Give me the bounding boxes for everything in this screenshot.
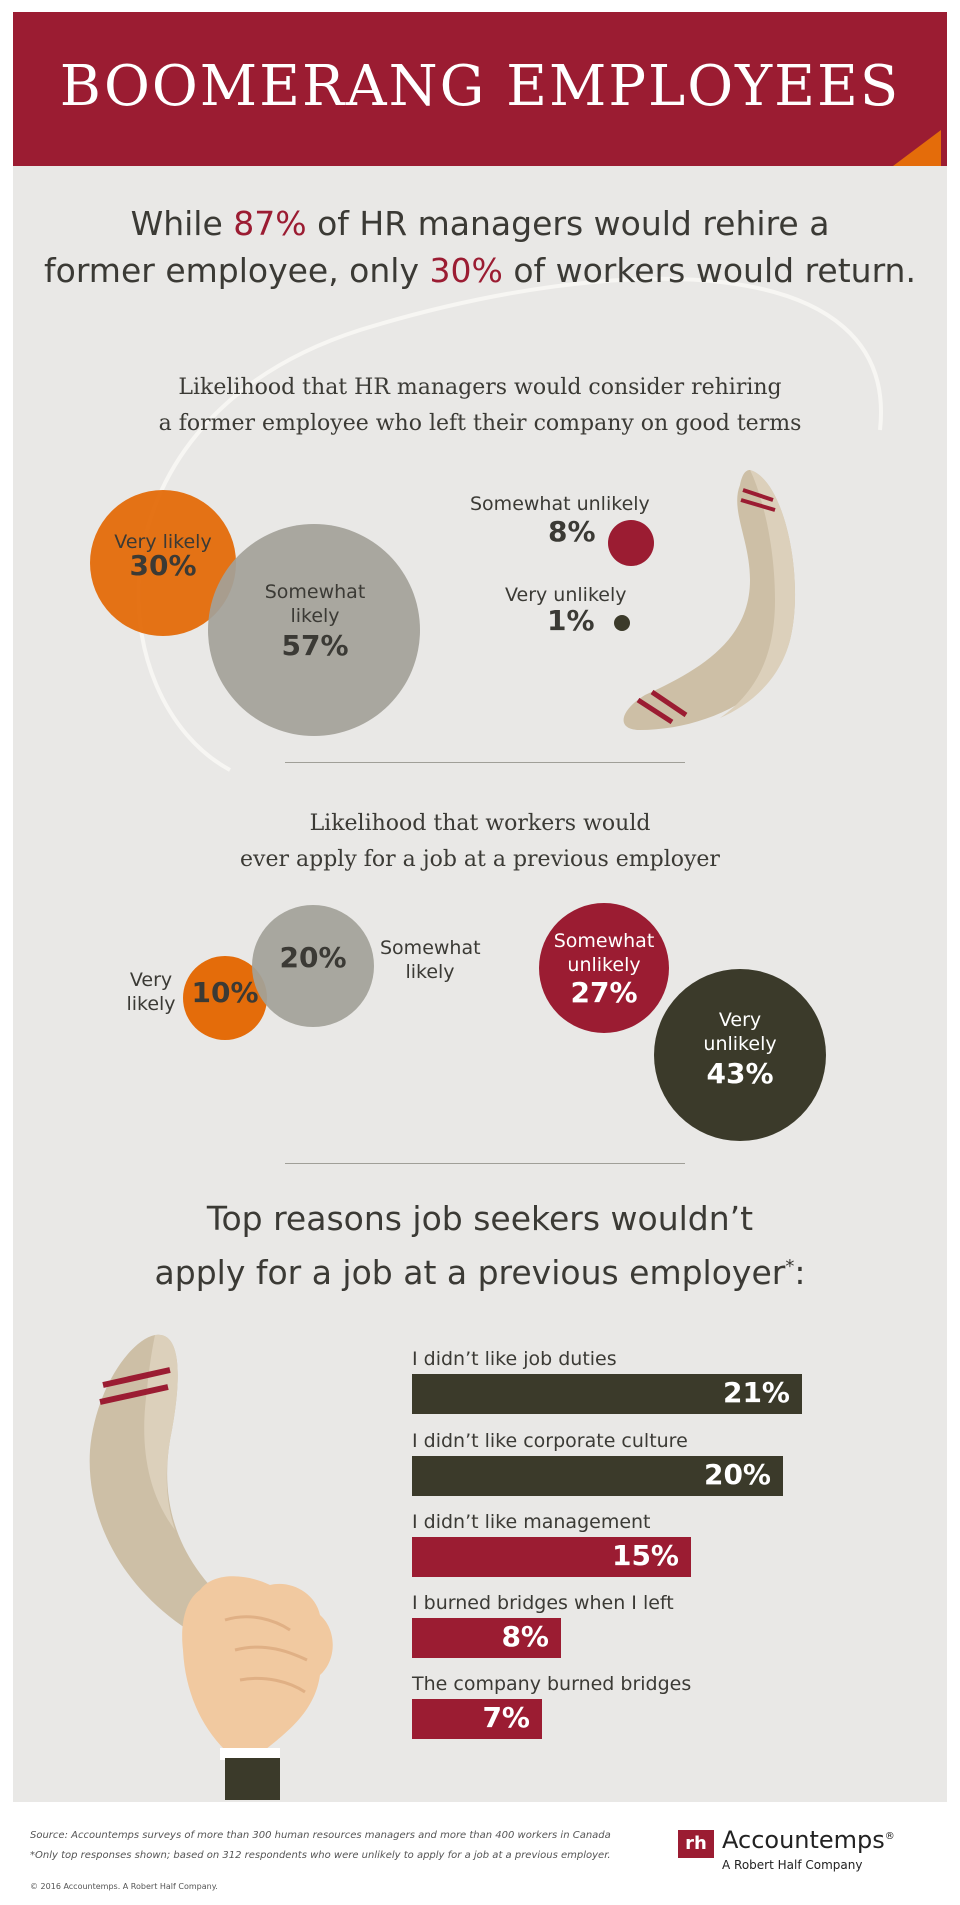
- reasons-title-line-2: apply for a job at a previous employer*:: [60, 1243, 900, 1297]
- reason-label-corporate-culture: I didn’t like corporate culture: [412, 1430, 688, 1452]
- bar-value-corporate-culture: 20%: [703, 1458, 771, 1491]
- worker-bubble-very-unlikely: [654, 969, 826, 1141]
- accountemps-logo-tagline: A Robert Half Company: [722, 1858, 863, 1872]
- reason-label-burned-bridges-left: I burned bridges when I left: [412, 1592, 674, 1614]
- worker-category-very-unlikely-1: Very: [718, 1009, 762, 1031]
- bar-corporate-culture: 20%: [412, 1456, 783, 1496]
- bar-value-burned-bridges-left: 8%: [501, 1620, 549, 1653]
- worker-category-very-likely-1: Very: [129, 969, 173, 991]
- logo-registered-mark: ®: [884, 1831, 895, 1842]
- worker-value-somewhat-likely: 20%: [279, 941, 347, 974]
- hr-label-somewhat-unlikely: Somewhat unlikely 8%: [470, 492, 670, 548]
- reasons-title-line-1: Top reasons job seekers wouldn’t: [206, 1199, 754, 1238]
- bar-value-job-duties: 21%: [722, 1376, 790, 1409]
- reasons-title-asterisk: *: [785, 1256, 795, 1277]
- worker-label-very-likely: Very likely: [118, 968, 184, 1016]
- hr-category-somewhat-unlikely: Somewhat unlikely: [470, 493, 650, 515]
- logo-name-text: Accountemps: [722, 1826, 885, 1854]
- hr-bubble-somewhat-likely: [208, 524, 420, 736]
- hr-label-very-likely: Very likely 30%: [90, 530, 236, 582]
- worker-category-somewhat-unlikely-1: Somewhat: [553, 930, 655, 952]
- worker-value-somewhat-unlikely: 27%: [570, 976, 638, 1009]
- footer-copyright: © 2016 Accountemps. A Robert Half Compan…: [30, 1882, 218, 1891]
- headline-text: of workers would return.: [502, 251, 916, 290]
- worker-category-very-likely-2: likely: [126, 993, 176, 1015]
- hr-bubble-very-unlikely: [614, 615, 630, 631]
- worker-bubble-somewhat-likely: [252, 905, 374, 1027]
- hr-category-somewhat-likely-1: Somewhat: [264, 581, 366, 603]
- worker-category-somewhat-likely-1: Somewhat: [380, 937, 481, 959]
- reason-label-company-burned-bridges: The company burned bridges: [412, 1673, 692, 1695]
- headline-line-2: former employee, only 30% of workers wou…: [20, 247, 940, 294]
- reasons-title: Top reasons job seekers wouldn’t apply f…: [60, 1195, 900, 1297]
- fist-holding-boomerang-icon: [89, 1334, 333, 1800]
- boomerang-icon: [623, 470, 796, 730]
- hr-label-very-unlikely: Very unlikely 1%: [505, 583, 665, 637]
- hr-label-somewhat-likely: Somewhat likely 57%: [230, 580, 400, 662]
- worker-chart-subtitle: Likelihood that workers would ever apply…: [100, 806, 860, 878]
- hr-category-somewhat-likely-2: likely: [290, 605, 340, 627]
- bar-value-management: 15%: [611, 1539, 679, 1572]
- worker-category-very-unlikely-2: unlikely: [703, 1033, 777, 1055]
- reason-label-job-duties: I didn’t like job duties: [412, 1348, 617, 1370]
- bar-burned-bridges-left: 8%: [412, 1618, 561, 1658]
- worker-label-very-unlikely: Very unlikely 43%: [654, 1008, 826, 1090]
- hr-value-very-unlikely: 1%: [547, 604, 595, 637]
- worker-subtitle-line-1: Likelihood that workers would: [309, 811, 651, 836]
- hr-value-very-likely: 30%: [129, 549, 197, 582]
- worker-category-somewhat-unlikely-2: unlikely: [567, 954, 641, 976]
- bar-management: 15%: [412, 1537, 691, 1577]
- headline-text: of HR managers would rehire a: [306, 204, 830, 243]
- headline-highlight-30: 30%: [429, 251, 503, 290]
- reasons-title-text: apply for a job at a previous employer: [154, 1253, 786, 1292]
- worker-category-somewhat-likely-2: likely: [405, 961, 455, 983]
- worker-value-very-likely: 10%: [191, 976, 259, 1009]
- hr-subtitle-line-2: a former employee who left their company…: [158, 411, 802, 436]
- headline-text: former employee, only: [44, 251, 430, 290]
- worker-bubble-somewhat-unlikely: [539, 903, 669, 1033]
- title-banner: BOOMERANG EMPLOYEES: [13, 12, 947, 166]
- bar-job-duties: 21%: [412, 1374, 802, 1414]
- bar-company-burned-bridges: 7%: [412, 1699, 542, 1739]
- hr-value-somewhat-unlikely: 8%: [548, 515, 596, 548]
- worker-subtitle-line-2: ever apply for a job at a previous emplo…: [240, 847, 720, 872]
- footer-note: *Only top responses shown; based on 312 …: [30, 1850, 611, 1861]
- section-divider: [285, 762, 685, 763]
- hr-chart-subtitle: Likelihood that HR managers would consid…: [100, 370, 860, 442]
- hr-value-somewhat-likely: 57%: [281, 629, 349, 662]
- accountemps-logo-mark: rh: [678, 1830, 714, 1858]
- hr-category-very-unlikely: Very unlikely: [505, 584, 627, 606]
- reason-label-management: I didn’t like management: [412, 1511, 651, 1533]
- hr-bubble-somewhat-unlikely: [608, 520, 654, 566]
- worker-value-very-unlikely: 43%: [706, 1057, 774, 1090]
- headline-line-1: While 87% of HR managers would rehire a: [20, 200, 940, 247]
- headline: While 87% of HR managers would rehire a …: [20, 200, 940, 294]
- worker-label-somewhat-likely: Somewhat likely: [380, 936, 481, 984]
- reasons-title-colon: :: [794, 1253, 806, 1292]
- accountemps-logo-name: Accountemps®: [722, 1826, 895, 1854]
- bar-value-company-burned-bridges: 7%: [482, 1701, 530, 1734]
- hr-category-very-likely: Very likely: [114, 531, 212, 553]
- hr-subtitle-line-1: Likelihood that HR managers would consid…: [178, 375, 782, 400]
- banner-corner-accent: [893, 130, 941, 166]
- page-title: BOOMERANG EMPLOYEES: [59, 54, 901, 119]
- section-divider: [285, 1163, 685, 1164]
- headline-text: While: [130, 204, 234, 243]
- worker-label-somewhat-unlikely: Somewhat unlikely 27%: [539, 929, 669, 1009]
- footer-source: Source: Accountemps surveys of more than…: [30, 1830, 611, 1841]
- headline-highlight-87: 87%: [233, 204, 307, 243]
